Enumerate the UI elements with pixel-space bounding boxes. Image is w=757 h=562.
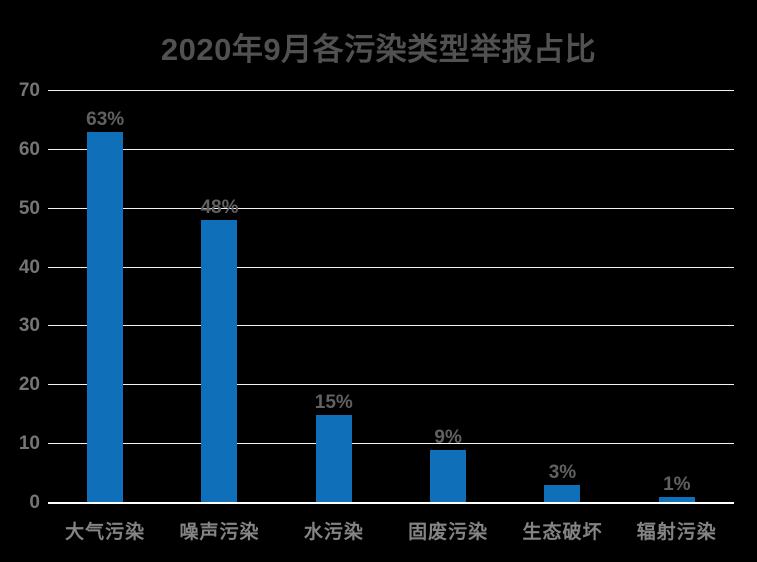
category-label: 水污染	[303, 522, 364, 543]
bar	[658, 497, 695, 503]
chart-title: 2020年9月各污染类型举报占比	[160, 32, 597, 67]
y-tick-label: 10	[18, 433, 40, 455]
y-tick-label: 20	[18, 374, 40, 396]
gridline	[48, 266, 734, 268]
bar-slot: 15%	[277, 393, 391, 503]
category-label: 固废污染	[408, 522, 489, 543]
bar-slot: 63%	[48, 110, 162, 503]
plot-area: 63% 48% 15% 9% 3% 1%	[48, 90, 734, 504]
y-tick-label: 0	[29, 492, 40, 513]
y-tick-label: 60	[18, 138, 40, 160]
bar-value-label: 1%	[663, 474, 691, 495]
category-label: 辐射污染	[636, 522, 717, 543]
x-axis-line	[48, 502, 734, 504]
bar-value-label: 48%	[200, 197, 239, 218]
y-tick-label: 30	[18, 315, 40, 337]
bar	[430, 450, 467, 503]
y-axis-tick-labels: 0 10 20 30 40 50 60 70	[0, 0, 40, 562]
gridline	[48, 90, 734, 91]
bar-slot: 9%	[391, 428, 505, 503]
bar-series: 63% 48% 15% 9% 3% 1%	[48, 91, 734, 503]
category-label: 大气污染	[65, 522, 146, 543]
category-label: 噪声污染	[179, 522, 260, 543]
bar-value-label: 15%	[314, 392, 353, 413]
x-axis-category-labels: 大气污染 噪声污染 水污染 固废污染 生态破坏 辐射污染	[48, 517, 734, 544]
y-tick-label: 50	[18, 197, 40, 219]
y-tick-label: 40	[18, 256, 40, 278]
bar	[544, 485, 581, 503]
bar	[87, 132, 124, 503]
bar-value-label: 9%	[434, 427, 462, 448]
gridline	[48, 443, 734, 445]
gridline	[48, 148, 734, 150]
bar-value-label: 3%	[548, 462, 577, 483]
y-tick-label: 70	[18, 80, 40, 101]
bar-value-label: 63%	[86, 109, 125, 130]
bar	[315, 415, 352, 503]
gridline	[48, 384, 734, 386]
bar-slot: 48%	[162, 198, 276, 503]
category-label: 生态破坏	[522, 522, 603, 543]
bar-slot: 1%	[620, 475, 734, 503]
bar	[201, 220, 238, 503]
gridline	[48, 207, 734, 209]
gridline	[48, 325, 734, 327]
bar-slot: 3%	[505, 463, 619, 503]
